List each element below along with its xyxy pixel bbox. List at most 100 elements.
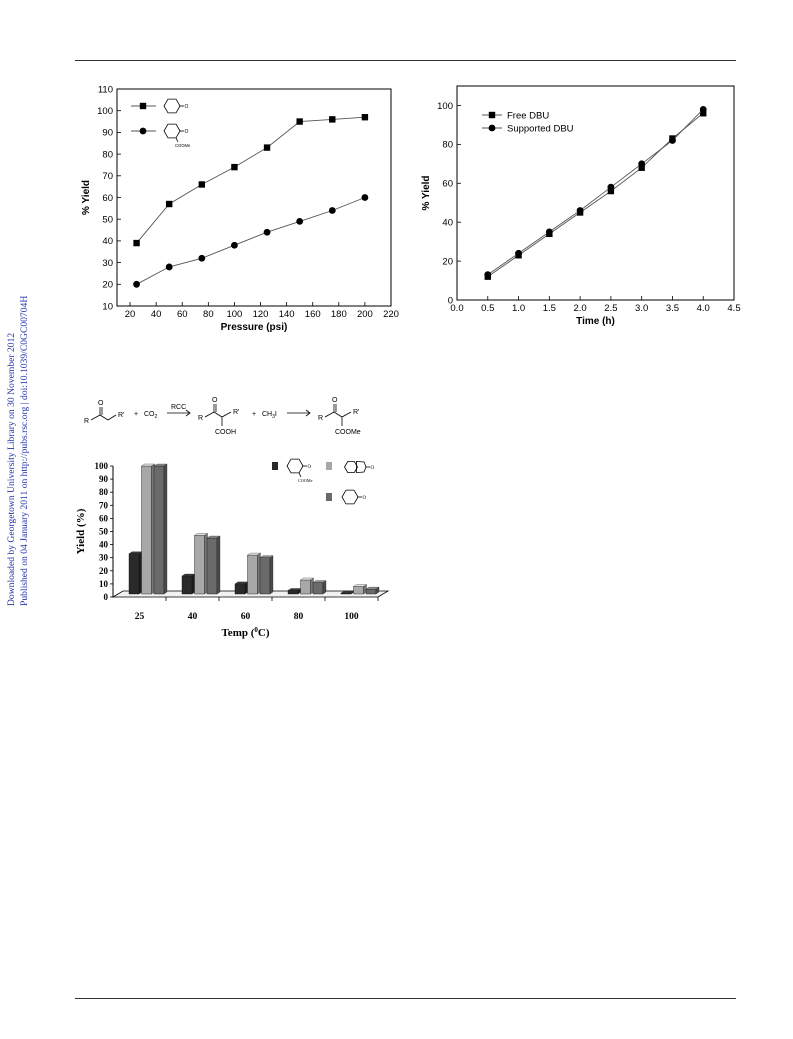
pressure-legend-marker-2 bbox=[139, 127, 147, 135]
pressure-y-tick-label: 30 bbox=[102, 258, 113, 269]
bar-series-3-top bbox=[365, 586, 380, 590]
time-series-2-line bbox=[487, 108, 704, 276]
bar-series-3-front bbox=[312, 582, 324, 595]
bar-series-2-front bbox=[247, 554, 258, 595]
pressure-y-tick-label: 110 bbox=[98, 84, 113, 95]
time-legend-marker-2 bbox=[488, 124, 496, 132]
pressure-series-2-point bbox=[296, 217, 304, 225]
bar-y-tick-label: 50 bbox=[99, 527, 109, 537]
acid-skeleton bbox=[204, 411, 232, 418]
bar-series-1-front bbox=[287, 590, 299, 595]
bar-series-3-top bbox=[206, 535, 221, 539]
pressure-series-1-line bbox=[136, 116, 365, 244]
bar-x-tick-label: 80 bbox=[294, 612, 304, 622]
bar-series-2-front bbox=[194, 535, 205, 595]
pressure-y-tick-label: 20 bbox=[102, 280, 113, 291]
pressure-series-1-point bbox=[198, 181, 206, 188]
bar-y-tick-label: 40 bbox=[99, 540, 109, 550]
pressure-y-tick-label: 50 bbox=[102, 215, 113, 226]
pressure-legend-structure-2-ester-label: COOMe bbox=[175, 143, 191, 148]
bar-y-tick-label: 60 bbox=[99, 513, 109, 523]
pressure-series-2-point bbox=[263, 228, 271, 236]
bar-y-tick-label: 70 bbox=[99, 500, 109, 510]
time-series-2-point bbox=[607, 183, 615, 191]
bar-series-2-top bbox=[141, 463, 155, 467]
time-x-tick-label: 2.5 bbox=[604, 303, 617, 314]
bar-series-1-front bbox=[128, 553, 140, 595]
pressure-series-1-point bbox=[133, 239, 140, 247]
pressure-x-tick-label: 200 bbox=[357, 309, 373, 320]
bar-series-3-side bbox=[269, 555, 274, 595]
bar-series-3-side bbox=[322, 580, 327, 595]
time-series-2-point bbox=[638, 160, 646, 168]
plus-sign-2: + bbox=[252, 411, 256, 418]
time-x-tick-label: 0.5 bbox=[481, 303, 494, 314]
bar-series-3-front bbox=[153, 465, 165, 595]
bar-series-2-top bbox=[300, 577, 314, 581]
bar-series-2-front bbox=[353, 586, 364, 595]
time-y-tick-label: 40 bbox=[442, 217, 453, 228]
bar-x-axis-title: Temp (0C) bbox=[221, 626, 269, 639]
pressure-x-tick-label: 140 bbox=[279, 309, 295, 320]
time-y-tick-label: 80 bbox=[442, 140, 453, 151]
bar-legend-structure-2-oxygen-label: O bbox=[371, 466, 375, 471]
time-y-axis-title: % Yield bbox=[421, 175, 432, 210]
bar-series-3-front bbox=[365, 588, 377, 595]
time-series-2-point bbox=[699, 105, 707, 113]
co2-label: CO2 bbox=[144, 411, 158, 420]
bar-series-2-top bbox=[247, 552, 261, 556]
bar-y-tick-label: 30 bbox=[99, 553, 109, 563]
bar-legend-structure-3-oxygen-label: O bbox=[363, 496, 367, 501]
time-y-tick-label: 100 bbox=[437, 101, 453, 112]
coome-label: COOMe bbox=[335, 429, 361, 436]
pressure-series-2-point bbox=[165, 263, 173, 271]
top-rule bbox=[75, 60, 736, 61]
bar-series-3-front bbox=[206, 537, 218, 595]
ketone-r-label: R bbox=[84, 418, 89, 425]
pressure-y-tick-label: 60 bbox=[102, 193, 113, 204]
pressure-series-1-point bbox=[231, 163, 238, 171]
pressure-x-axis-title: Pressure (psi) bbox=[221, 322, 288, 333]
time-x-tick-label: 1.0 bbox=[512, 303, 525, 314]
bar-legend-structure-1-ring bbox=[286, 458, 304, 474]
ketone-skeleton bbox=[90, 414, 117, 421]
time-legend-marker-1 bbox=[488, 111, 496, 119]
time-series-1-point bbox=[638, 164, 645, 171]
bar-series-3-front bbox=[259, 557, 271, 595]
acid-rprime-label: R' bbox=[233, 409, 239, 416]
pressure-series-1-point bbox=[263, 144, 271, 151]
bar-legend-structure-1-oxygen-label: O bbox=[308, 465, 312, 470]
pressure-legend-structure-2-ester-bond bbox=[175, 137, 179, 143]
ch3i-label: CH3I bbox=[262, 411, 277, 420]
pressure-x-tick-label: 120 bbox=[253, 309, 269, 320]
pressure-series-2-point bbox=[231, 241, 238, 249]
pressure-x-tick-label: 100 bbox=[226, 309, 242, 320]
bar-x-tick-label: 100 bbox=[344, 612, 359, 622]
pressure-series-1-point bbox=[165, 200, 173, 208]
pressure-y-tick-label: 90 bbox=[102, 128, 113, 139]
bar-legend-structure-2-five-ring bbox=[356, 460, 367, 474]
time-x-tick-label: 3.5 bbox=[666, 303, 679, 314]
time-plot-frame bbox=[456, 85, 735, 301]
bar-series-2-top bbox=[194, 533, 208, 536]
time-series-2-point bbox=[545, 228, 553, 236]
time-legend-label-2: Supported DBU bbox=[507, 124, 574, 135]
bar-series-1-front bbox=[234, 583, 246, 595]
bar-legend-swatch-1 bbox=[272, 462, 278, 470]
pressure-series-2-line bbox=[136, 197, 366, 285]
pressure-legend-structure-1-oxygen-label: O bbox=[185, 104, 189, 110]
pressure-series-1-point bbox=[296, 118, 303, 125]
ester-r-label: R bbox=[318, 415, 323, 422]
time-series-2-point bbox=[576, 207, 584, 214]
time-x-tick-label: 3.0 bbox=[635, 303, 648, 314]
bar-series-3-top bbox=[259, 555, 274, 558]
pressure-x-tick-label: 20 bbox=[125, 309, 136, 320]
bar-y-tick-label: 80 bbox=[99, 487, 109, 497]
acid-r-label: R bbox=[198, 415, 203, 422]
bar-legend-structure-1-ester-bond bbox=[298, 472, 302, 478]
bar-series-3-side bbox=[216, 535, 221, 595]
